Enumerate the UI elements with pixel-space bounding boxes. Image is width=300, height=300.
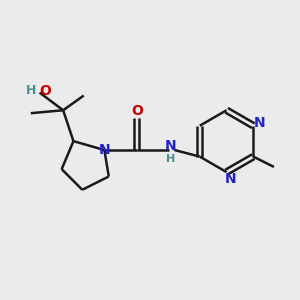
Text: O: O (39, 84, 51, 98)
Text: N: N (254, 116, 266, 130)
Text: O: O (131, 104, 143, 118)
Text: H: H (166, 154, 175, 164)
Text: H: H (26, 84, 37, 97)
Text: N: N (98, 143, 110, 157)
Text: N: N (224, 172, 236, 186)
Text: N: N (165, 140, 176, 154)
